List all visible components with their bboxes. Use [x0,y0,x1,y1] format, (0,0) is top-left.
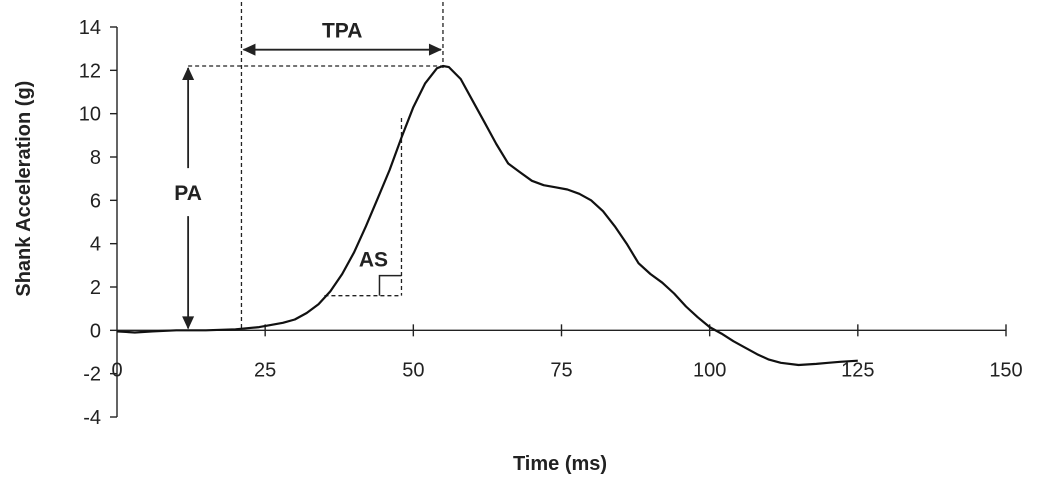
annotations: TPA PA AS [174,2,444,331]
x-tick-label: 125 [841,359,874,381]
x-axis-title: Time (ms) [513,453,607,475]
x-tick-label: 50 [402,359,424,381]
y-tick-label: 4 [90,234,101,256]
y-tick-label: -4 [83,407,101,429]
x-tick-label: 100 [693,359,726,381]
y-tick-label: 12 [79,60,101,82]
y-tick-label: 14 [79,17,101,39]
as-right-angle-marker [378,274,402,296]
acceleration-curve [116,64,858,367]
y-tick-label: 8 [90,147,101,169]
as-label: AS [359,249,388,272]
y-tick-label: 0 [90,320,101,342]
x-tick-label: 75 [550,359,572,381]
x-tick-label: 25 [254,359,276,381]
x-tick-label: 150 [989,359,1022,381]
y-tick-label: 6 [90,190,101,212]
tpa-label: TPA [322,20,362,43]
y-tick-label: -2 [83,364,101,386]
plot-area: -4 -2 0 2 4 6 8 10 12 14 0 25 50 75 100 125 150 TPA PA AS [79,2,1023,429]
y-tick-label: 10 [79,104,101,126]
pa-arrow-head-up [182,67,195,80]
y-axis-title: Shank Acceleration (g) [13,81,35,297]
tpa-arrow-head-left [242,43,256,56]
y-tick-label: 2 [90,277,101,299]
x-ticks: 0 25 50 75 100 125 150 [111,324,1023,381]
x-tick-label: 0 [111,359,122,381]
pa-arrow-head-down [182,316,195,330]
tpa-arrow-head-right [428,43,442,56]
y-ticks: -4 -2 0 2 4 6 8 10 12 14 [79,17,117,429]
pa-label: PA [174,182,202,205]
